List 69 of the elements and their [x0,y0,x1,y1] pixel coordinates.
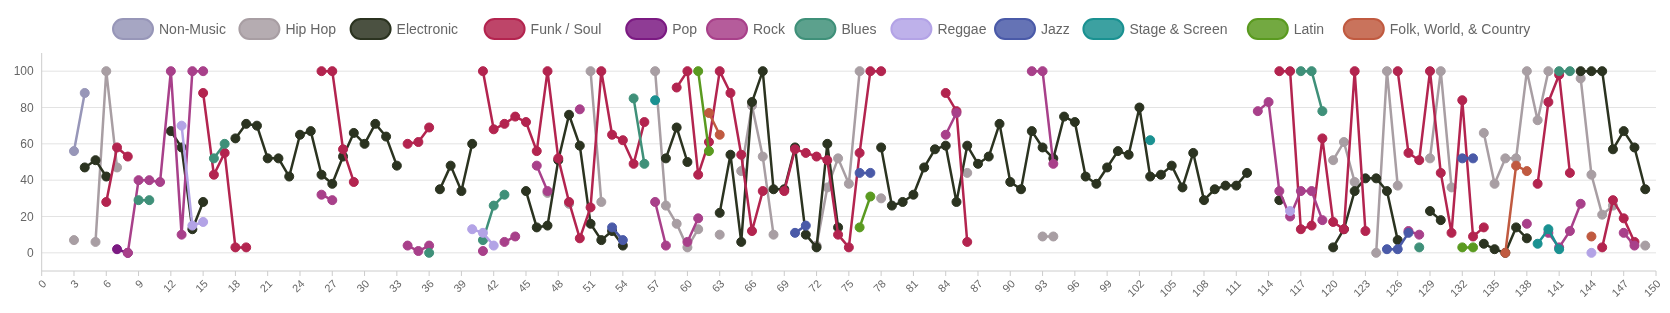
legend-label: Rock [753,20,786,37]
x-tick-label: 24 [289,277,307,295]
x-tick-label: 54 [612,277,630,295]
x-tick-label: 45 [515,277,533,295]
x-tick-label: 72 [806,277,824,295]
x-tick-label: 12 [160,277,178,295]
y-tick-label: 40 [20,173,35,188]
x-tick-label: 78 [870,277,888,295]
x-tick-label: 51 [580,277,598,295]
x-tick-label: 48 [547,277,566,295]
legend-label: Electronic [396,20,459,37]
x-tick-label: 105 [1157,277,1179,299]
x-tick-label: 99 [1096,277,1114,295]
x-tick-label: 96 [1064,277,1082,295]
x-tick-label: 150 [1641,277,1663,299]
x-tick-label: 135 [1479,277,1502,299]
x-tick-label: 42 [483,277,501,295]
y-tick-label: 100 [13,64,35,79]
x-tick-label: 132 [1447,277,1470,299]
legend-label: Hip Hop [285,20,337,37]
x-tick-label: 144 [1576,277,1599,299]
x-tick-label: 27 [321,277,340,295]
x-tick-label: 66 [741,277,759,295]
x-tick-label: 93 [1032,277,1050,295]
y-tick-label: 20 [20,209,35,224]
x-tick-label: 129 [1415,277,1437,299]
x-tick-label: 60 [677,277,695,295]
x-tick-label: 6 [100,277,114,291]
x-tick-label: 108 [1189,277,1211,299]
x-tick-label: 123 [1350,277,1373,299]
x-tick-label: 117 [1286,277,1308,299]
x-tick-label: 87 [967,277,985,295]
x-tick-label: 39 [451,277,469,295]
legend-label: Funk / Soul [530,20,602,37]
x-tick-label: 18 [225,277,243,295]
x-tick-label: 147 [1609,277,1631,299]
x-tick-label: 126 [1383,277,1405,299]
legend-label: Pop [672,20,698,37]
legend-label: Latin [1293,20,1325,37]
y-tick-label: 60 [20,137,35,152]
x-tick-label: 69 [773,277,792,295]
y-tick-label: 0 [27,246,35,261]
x-tick-label: 0 [35,277,49,291]
x-tick-label: 84 [935,277,953,295]
x-tick-label: 15 [192,277,210,295]
x-tick-label: 75 [838,277,856,295]
x-tick-label: 90 [999,277,1018,295]
legend-label: Reggae [937,20,987,37]
x-tick-label: 114 [1254,277,1276,299]
x-tick-label: 141 [1544,277,1566,299]
x-tick-label: 3 [68,277,81,291]
x-tick-label: 138 [1512,277,1534,299]
x-tick-label: 120 [1318,277,1340,299]
x-tick-label: 57 [644,277,662,295]
x-tick-label: 81 [903,277,921,295]
legend-label: Non-Music [159,20,226,37]
x-tick-label: 111 [1222,277,1244,298]
y-tick-label: 80 [20,100,35,115]
legend-label: Stage & Screen [1129,20,1228,37]
x-tick-label: 63 [709,277,727,295]
x-tick-label: 30 [354,277,372,295]
x-tick-label: 33 [386,277,404,295]
legend-label: Folk, World, & Country [1389,20,1531,37]
x-tick-label: 102 [1124,277,1147,299]
x-tick-label: 36 [418,277,436,295]
legend-label: Blues [841,20,877,37]
legend-label: Jazz [1041,20,1070,37]
x-tick-label: 9 [132,277,146,291]
x-tick-label: 21 [257,277,275,295]
